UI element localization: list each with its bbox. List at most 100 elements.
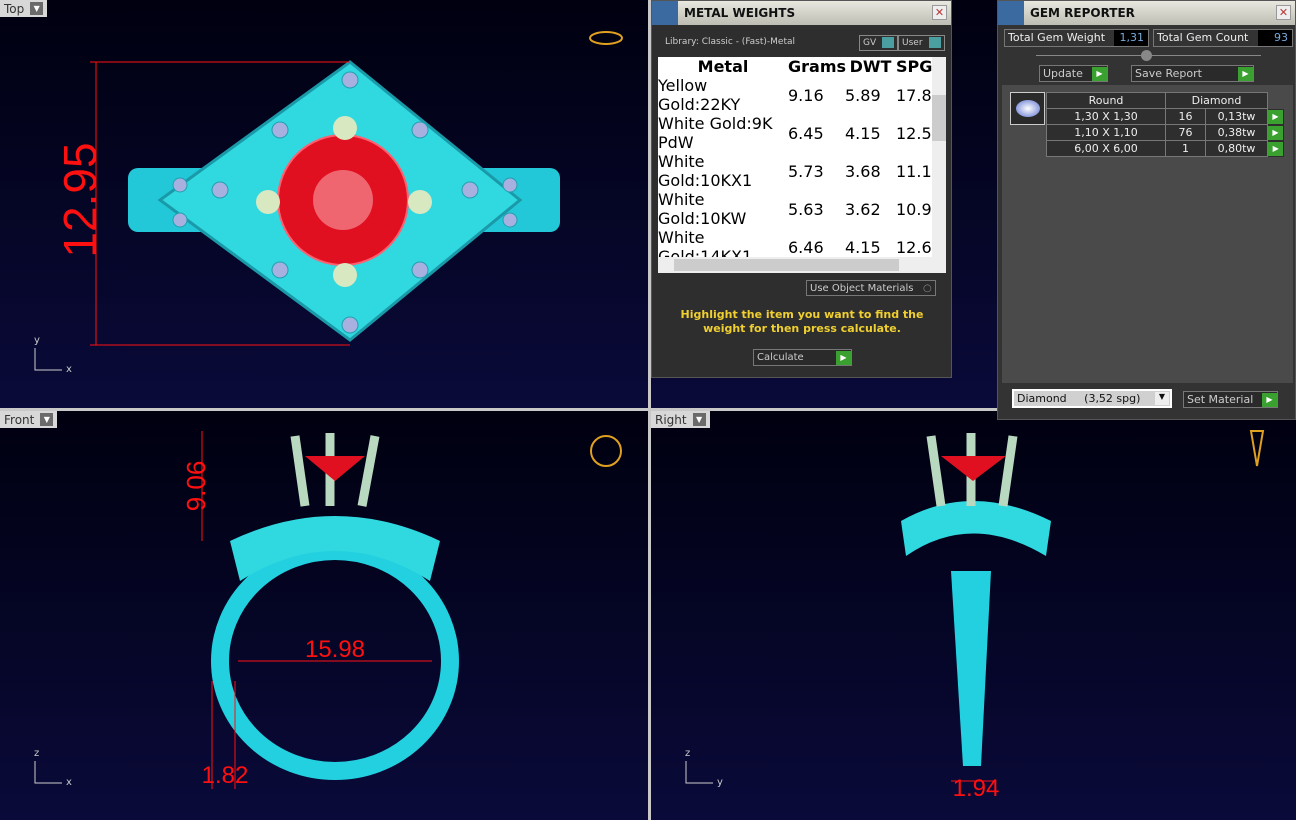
viewport-label-right[interactable]: Right ▼ <box>651 411 710 428</box>
front-height-dimension: 9.06 <box>181 461 211 512</box>
gem-row[interactable]: 1,10 X 1,10 76 0,38tw ▶ <box>1046 124 1284 141</box>
play-icon: ▶ <box>1092 66 1107 81</box>
table-cell: 3.62 <box>845 199 881 219</box>
panel-title: METAL WEIGHTS <box>684 6 796 20</box>
gem-cell: 76 <box>1165 124 1206 141</box>
gv-toggle[interactable]: GV <box>859 35 899 51</box>
total-gem-weight: Total Gem Weight 1,31 <box>1004 29 1149 47</box>
label: Total Gem Weight <box>1008 31 1106 44</box>
horizontal-scrollbar[interactable] <box>658 257 946 273</box>
top-ring-render: 12.95 <box>34 31 623 371</box>
toggle-label: GV <box>863 38 877 48</box>
button-label: Use Object Materials <box>810 282 914 294</box>
column-header[interactable]: DWT <box>849 57 892 76</box>
right-viewport[interactable]: 1.94 Right ▼ z y <box>651 411 1296 820</box>
update-button[interactable]: Update ▶ <box>1039 65 1108 82</box>
gem-cell: 0,80tw <box>1205 140 1268 157</box>
play-icon: ▶ <box>836 350 851 365</box>
button-label: Save Report <box>1135 67 1202 80</box>
button-label: Update <box>1043 67 1083 80</box>
table-cell: White Gold:9K PdW <box>658 114 773 152</box>
table-cell: 12.61 <box>896 237 942 257</box>
table-row[interactable]: White Gold:9K PdW 6.45 4.15 12.59 <box>658 114 942 152</box>
table-cell: Yellow Gold:22KY <box>658 76 741 114</box>
chevron-down-icon[interactable]: ▼ <box>1155 392 1169 405</box>
select-gems-button[interactable]: ▶ <box>1268 142 1284 156</box>
chevron-down-icon[interactable]: ▼ <box>30 2 44 15</box>
close-button[interactable]: ✕ <box>932 5 947 20</box>
axis-y-label: y <box>717 777 723 788</box>
vertical-scrollbar[interactable] <box>932 57 946 257</box>
round-gem-icon <box>1010 92 1045 125</box>
top-dimension: 12.95 <box>54 142 106 257</box>
table-row[interactable]: White Gold:10KW 5.63 3.62 10.99 <box>658 190 942 228</box>
table-cell: 10.99 <box>896 199 942 219</box>
panel-title-bar: METAL WEIGHTS ✕ <box>652 1 951 25</box>
select-gems-button[interactable]: ▶ <box>1268 110 1283 124</box>
collapse-handle[interactable] <box>1141 50 1152 61</box>
table-cell: 6.45 <box>788 123 824 143</box>
table-cell: 12.59 <box>896 123 942 143</box>
report-icon <box>998 1 1024 25</box>
value: 93 <box>1258 30 1292 46</box>
table-cell: 3.68 <box>845 161 881 181</box>
axis-z-label: z <box>34 748 40 759</box>
panel-title-bar: GEM REPORTER ✕ <box>998 1 1295 25</box>
axis-x-label: x <box>66 777 72 788</box>
gem-reporter-panel: GEM REPORTER ✕ Total Gem Weight 1,31 Total… <box>997 0 1296 420</box>
viewport-label-front[interactable]: Front ▼ <box>0 411 58 428</box>
calculate-button[interactable]: Calculate ▶ <box>753 349 852 366</box>
value: 1,31 <box>1114 30 1148 46</box>
table-cell: 4.15 <box>845 237 881 257</box>
gem-list: Round Diamond 1,30 X 1,30 16 0,13tw ▶ 1,10 X … <box>1002 85 1293 383</box>
gem-cell: 1 <box>1165 140 1206 157</box>
hint-text: Highlight the item you want to find the … <box>680 308 924 335</box>
gem-row[interactable]: 1,30 X 1,30 16 0,13tw ▶ <box>1046 108 1284 125</box>
view-cube-icon <box>589 31 623 45</box>
table-row[interactable]: White Gold:10KX1 5.73 3.68 11.18 <box>658 152 942 190</box>
front-viewport[interactable]: 9.06 15.98 1.82 Front ▼ z x <box>0 411 648 820</box>
viewport-label-top[interactable]: Top ▼ <box>0 0 48 17</box>
front-width-dimension: 15.98 <box>305 636 365 663</box>
toggle-label: User <box>902 38 923 48</box>
view-cube-icon <box>590 435 622 467</box>
column-header[interactable]: Grams <box>788 57 847 76</box>
user-toggle[interactable]: User <box>898 35 945 51</box>
play-icon: ▶ <box>1262 392 1277 407</box>
axis-z-label: z <box>685 748 691 759</box>
set-material-button[interactable]: Set Material ▶ <box>1183 391 1278 408</box>
gem-table: Round Diamond 1,30 X 1,30 16 0,13tw ▶ 1,10 X … <box>1046 92 1284 157</box>
gem-cell: 0,13tw <box>1205 108 1268 125</box>
table-cell: 5.73 <box>788 161 824 181</box>
material-header: Diamond <box>1165 92 1268 109</box>
chevron-down-icon[interactable]: ▼ <box>40 413 54 426</box>
library-label: Library: Classic - (Fast)-Metal <box>665 37 796 47</box>
table-cell: White Gold:10KX1 <box>658 152 753 190</box>
metal-table[interactable]: Metal Grams DWT SPG Yellow Gold:22KY 9.16 5.89… <box>658 57 946 273</box>
front-ring-render: 9.06 15.98 1.82 <box>34 431 622 789</box>
column-header[interactable]: Metal <box>697 57 749 76</box>
scale-icon <box>652 1 678 25</box>
gem-cell: 1,10 X 1,10 <box>1046 124 1166 141</box>
right-ring-render: 1.94 <box>685 430 1265 802</box>
select-gems-button[interactable]: ▶ <box>1268 126 1283 140</box>
view-cube-icon <box>1249 430 1265 467</box>
table-cell: 6.46 <box>788 237 824 257</box>
chevron-down-icon[interactable]: ▼ <box>692 413 706 426</box>
table-cell: 17.89 <box>896 85 942 105</box>
save-report-button[interactable]: Save Report ▶ <box>1131 65 1254 82</box>
top-viewport[interactable]: 12.95 Top ▼ y x <box>0 0 648 408</box>
table-cell: White Gold:10KW <box>658 190 747 228</box>
axis-x-label: x <box>66 364 72 375</box>
table-row[interactable]: Yellow Gold:22KY 9.16 5.89 17.89 <box>658 76 942 114</box>
material-select[interactable]: Diamond (3,52 spg) ▼ <box>1012 389 1172 408</box>
use-object-materials-toggle[interactable]: Use Object Materials ○ <box>806 280 936 296</box>
gem-cell: 1,30 X 1,30 <box>1046 108 1166 125</box>
column-header[interactable]: SPG <box>896 57 933 76</box>
panel-title: GEM REPORTER <box>1030 6 1135 20</box>
viewport-label-text: Right <box>655 412 687 427</box>
close-button[interactable]: ✕ <box>1276 5 1291 20</box>
gem-row[interactable]: 6,00 X 6,00 1 0,80tw ▶ <box>1046 140 1284 157</box>
gem-cell: 6,00 X 6,00 <box>1046 140 1166 157</box>
right-shank-dimension: 1.94 <box>953 775 1000 802</box>
